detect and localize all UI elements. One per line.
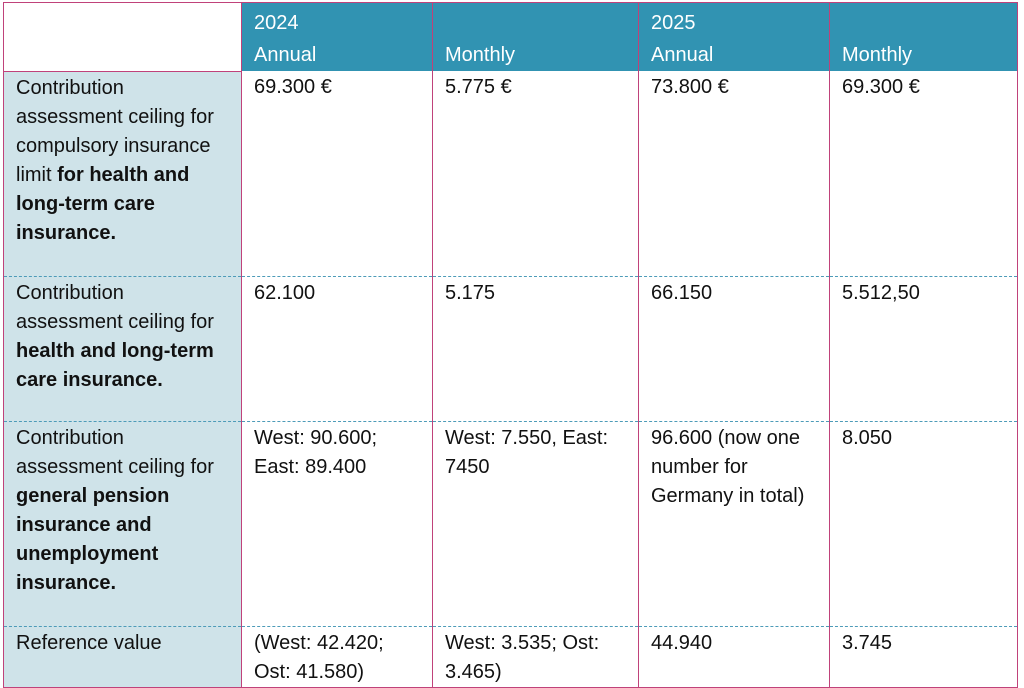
row-label-text: Contribution assessment ceiling for comp… xyxy=(16,76,214,186)
row-label: Contribution assessment ceiling for comp… xyxy=(3,71,242,277)
header-2025-annual: 2025 Annual xyxy=(638,2,830,71)
cell-2025-annual: 44.940 xyxy=(638,626,830,688)
cell-2024-annual: (West: 42.420; Ost: 41.580) xyxy=(241,626,433,688)
header-monthly-2025: Monthly xyxy=(842,44,913,66)
contribution-ceiling-table: 2024 Annual Monthly 2025 Annual Monthly … xyxy=(3,2,1018,688)
row-label-bold: health and long-term care insurance. xyxy=(16,339,214,391)
cell-2024-annual: 69.300 € xyxy=(241,71,433,277)
header-2024-annual: 2024 Annual xyxy=(241,2,433,71)
table-row: Contribution assessment ceiling for heal… xyxy=(3,276,1018,422)
row-label-bold: for health and long-term care insurance. xyxy=(16,163,190,244)
cell-2024-monthly: 5.175 xyxy=(432,276,639,422)
cell-2024-monthly: West: 3.535; Ost: 3.465) xyxy=(432,626,639,688)
row-label-text: Contribution assessment ceiling for xyxy=(16,426,214,478)
row-label-bold: general pension insurance and unemployme… xyxy=(16,484,170,594)
header-corner-cell xyxy=(3,2,242,72)
cell-2025-monthly: 8.050 xyxy=(829,421,1018,627)
cell-2024-monthly: West: 7.550, East: 7450 xyxy=(432,421,639,627)
cell-2025-monthly: 3.745 xyxy=(829,626,1018,688)
row-label: Reference value xyxy=(3,626,242,688)
cell-2025-monthly: 5.512,50 xyxy=(829,276,1018,422)
header-year-2025: 2025 xyxy=(651,12,696,34)
cell-2025-annual: 73.800 € xyxy=(638,71,830,277)
cell-2025-monthly: 69.300 € xyxy=(829,71,1018,277)
table-row: Reference value (West: 42.420; Ost: 41.5… xyxy=(3,626,1018,688)
header-row: 2024 Annual Monthly 2025 Annual Monthly xyxy=(3,2,1018,72)
cell-2025-annual: 96.600 (now one number for Germany in to… xyxy=(638,421,830,627)
row-label: Contribution assessment ceiling for heal… xyxy=(3,276,242,422)
row-label-text: Reference value xyxy=(16,631,162,654)
table-row: Contribution assessment ceiling for gene… xyxy=(3,421,1018,627)
cell-2024-monthly: 5.775 € xyxy=(432,71,639,277)
cell-2024-annual: West: 90.600; East: 89.400 xyxy=(241,421,433,627)
header-2024-monthly: Monthly xyxy=(432,2,639,71)
header-2025-monthly: Monthly xyxy=(829,2,1018,71)
cell-2025-annual: 66.150 xyxy=(638,276,830,422)
table-row: Contribution assessment ceiling for comp… xyxy=(3,71,1018,277)
header-annual-2025: Annual xyxy=(651,44,714,66)
header-monthly-2024: Monthly xyxy=(445,44,516,66)
row-label: Contribution assessment ceiling for gene… xyxy=(3,421,242,627)
header-year-2024: 2024 xyxy=(254,12,299,34)
row-label-text: Contribution assessment ceiling for xyxy=(16,281,214,333)
header-annual-2024: Annual xyxy=(254,44,317,66)
cell-2024-annual: 62.100 xyxy=(241,276,433,422)
